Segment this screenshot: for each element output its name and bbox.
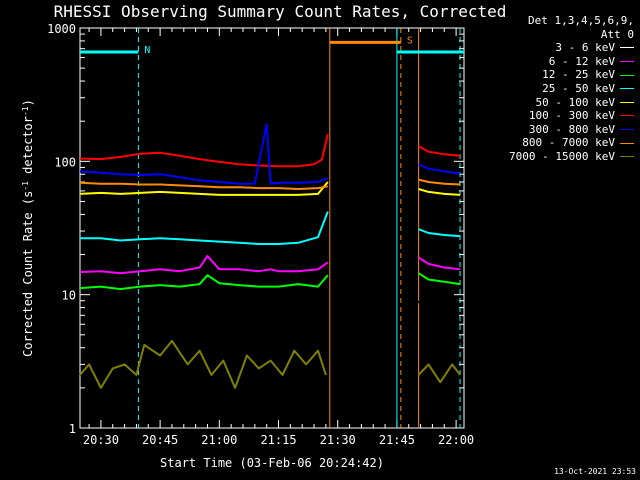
x-axis-label: Start Time (03-Feb-06 20:24:42) [160, 456, 384, 470]
x-tick-label: 22:00 [438, 433, 474, 447]
legend-label: 800 - 7000 keV [522, 136, 615, 150]
series-line [79, 339, 461, 389]
x-tick-label: 20:45 [142, 433, 178, 447]
legend-entry: 3 - 6 keV [488, 41, 634, 55]
legend-swatch [620, 156, 634, 158]
plot-frame [79, 27, 465, 429]
y-tick-label: 100 [54, 155, 76, 169]
generation-timestamp: 13-Oct-2021 23:53 [554, 467, 636, 476]
legend-swatch [620, 129, 634, 131]
series-line [79, 123, 461, 185]
x-tick-label: 20:30 [83, 433, 119, 447]
series-line [79, 255, 461, 275]
legend-swatch [620, 115, 634, 117]
legend-entry: 25 - 50 keV [488, 82, 634, 96]
legend-swatch [620, 74, 634, 76]
legend-header-line-1: Det 1,3,4,5,6,9, [528, 14, 634, 27]
legend-label: 25 - 50 keV [542, 81, 615, 95]
legend-label: 7000 - 15000 keV [509, 149, 615, 163]
y-tick-label: 1000 [47, 22, 76, 36]
legend-swatch [620, 101, 634, 103]
legend-entry: 50 - 100 keV [488, 96, 634, 110]
legend-label: 300 - 800 keV [528, 122, 615, 136]
x-tick-label: 21:15 [260, 433, 296, 447]
series-line [79, 181, 461, 196]
legend-swatch [620, 61, 634, 63]
flag-bar-label: N [144, 45, 150, 56]
legend: Det 1,3,4,5,6,9, Att 0 3 - 6 keV 6 - 12 … [488, 14, 634, 164]
legend-entry: 300 - 800 keV [488, 123, 634, 137]
x-tick-label: 21:45 [379, 433, 415, 447]
series-line [79, 178, 461, 190]
legend-swatch [620, 88, 634, 90]
legend-label: 100 - 300 keV [528, 109, 615, 123]
series-line [80, 211, 461, 245]
chart-title: RHESSI Observing Summary Count Rates, Co… [54, 2, 507, 21]
legend-swatch [620, 47, 634, 49]
legend-entry: 7000 - 15000 keV [488, 150, 634, 164]
flag-bar-label: S [407, 35, 413, 46]
y-tick-label: 10 [62, 289, 76, 303]
series-line [79, 272, 461, 291]
legend-entry: 800 - 7000 keV [488, 136, 634, 150]
y-tick-label: 1 [69, 422, 76, 436]
legend-label: 6 - 12 keV [548, 54, 615, 68]
legend-entry: 100 - 300 keV [488, 109, 634, 123]
legend-label: 12 - 25 keV [542, 68, 615, 82]
legend-label: 50 - 100 keV [535, 95, 615, 109]
series-line [79, 283, 461, 419]
legend-entry: 6 - 12 keV [488, 55, 634, 69]
legend-header-line-2: Att 0 [600, 27, 634, 41]
legend-swatch [620, 142, 634, 144]
legend-entry: 12 - 25 keV [488, 68, 634, 82]
legend-label: 3 - 6 keV [555, 41, 615, 55]
x-tick-label: 21:00 [201, 433, 237, 447]
series-line [79, 133, 461, 168]
y-axis-label: Corrected Count Rate (s-1 detector-1) [21, 99, 36, 357]
x-tick-label: 21:30 [320, 433, 356, 447]
